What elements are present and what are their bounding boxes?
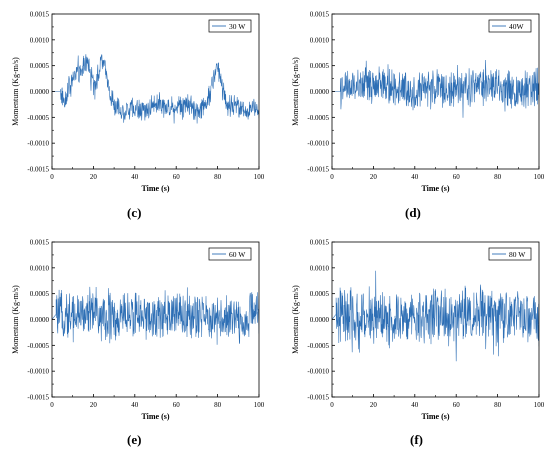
y-tick-label-0-3: 0.0000 <box>30 88 50 96</box>
chart-panel-2: 0 20 40 60 80 100 0.0015 0.0010 0.0005 0.0000 -0.0… <box>11 239 265 422</box>
x-tick-label-0-1: 20 <box>90 173 98 181</box>
x-tick-label-2-4: 80 <box>214 401 222 409</box>
legend-label-3: 80 W <box>509 250 526 259</box>
x-tick-label-1-5: 100 <box>534 173 545 181</box>
x-tick-label-2-5: 100 <box>254 401 265 409</box>
panel-label-c: (c) <box>127 205 142 220</box>
y-tick-label-1-2: 0.0005 <box>310 62 330 70</box>
y-tick-label-2-3: 0.0000 <box>30 316 50 324</box>
x-tick-label-0-2: 40 <box>131 173 139 181</box>
x-tick-label-1-0: 0 <box>330 173 334 181</box>
y-tick-label-2-1: 0.0010 <box>30 264 50 272</box>
x-tick-label-1-2: 40 <box>411 173 419 181</box>
y-tick-label-3-6: -0.0015 <box>307 394 329 402</box>
x-tick-label-2-1: 20 <box>90 401 98 409</box>
y-tick-label-0-2: 0.0005 <box>30 62 50 70</box>
y-axis-label-0: Momentum (Kg-m/s) <box>11 57 20 126</box>
chart-panel-3: 0 20 40 60 80 100 0.0015 0.0010 0.0005 0.0000 -0.0… <box>291 239 545 422</box>
series-line-2-0 <box>52 286 259 345</box>
x-tick-label-0-5: 100 <box>254 173 265 181</box>
x-tick-label-2-2: 40 <box>131 401 139 409</box>
x-tick-label-2-3: 60 <box>173 401 181 409</box>
legend-label-0: 30 W <box>229 22 246 31</box>
y-tick-label-2-2: 0.0005 <box>30 290 50 298</box>
y-axis-label-1: Momentum (Kg-m/s) <box>291 57 300 126</box>
x-tick-label-0-0: 0 <box>50 173 54 181</box>
y-tick-label-1-5: -0.0010 <box>307 140 329 148</box>
y-tick-label-2-4: -0.0005 <box>27 342 49 350</box>
series-line-3-0 <box>332 270 539 362</box>
y-tick-label-1-0: 0.0015 <box>310 11 330 19</box>
x-tick-label-3-4: 80 <box>494 401 502 409</box>
y-tick-label-1-1: 0.0010 <box>310 36 330 44</box>
x-axis-label-2: Time (s) <box>141 412 169 421</box>
y-tick-label-2-0: 0.0015 <box>30 239 50 247</box>
y-tick-label-0-0: 0.0015 <box>30 11 50 19</box>
x-tick-label-3-1: 20 <box>370 401 378 409</box>
x-tick-label-3-0: 0 <box>330 401 334 409</box>
plot-frame-3 <box>331 241 540 398</box>
y-tick-label-0-1: 0.0010 <box>30 36 50 44</box>
legend-box-0 <box>208 19 252 33</box>
legend-box-3 <box>488 247 532 261</box>
panel-label-d: (d) <box>405 205 421 220</box>
y-tick-label-0-4: -0.0005 <box>27 114 49 122</box>
panel-label-e: (e) <box>127 432 142 447</box>
x-tick-label-0-3: 60 <box>173 173 181 181</box>
y-tick-label-1-4: -0.0005 <box>307 114 329 122</box>
chart-panel-0: 0 20 40 60 80 100 0.0015 0.0010 0.0005 0.0000 -0.0… <box>11 11 265 194</box>
y-tick-label-1-6: -0.0015 <box>307 166 329 174</box>
chart-panel-1: 0 20 40 60 80 100 0.0015 0.0010 0.0005 0.0000 -0.0… <box>291 11 545 194</box>
x-tick-label-3-5: 100 <box>534 401 545 409</box>
x-axis-label-1: Time (s) <box>421 184 449 193</box>
x-axis-label-0: Time (s) <box>141 184 169 193</box>
x-axis-label-3: Time (s) <box>421 412 449 421</box>
x-tick-label-1-4: 80 <box>494 173 502 181</box>
legend-label-2: 60 W <box>229 250 246 259</box>
x-tick-label-1-3: 60 <box>453 173 461 181</box>
y-tick-label-3-1: 0.0010 <box>310 264 330 272</box>
series-line-0-0 <box>52 54 259 124</box>
x-tick-label-3-3: 60 <box>453 401 461 409</box>
y-tick-label-1-3: 0.0000 <box>310 88 330 96</box>
x-tick-label-0-4: 80 <box>214 173 222 181</box>
x-tick-label-2-0: 0 <box>50 401 54 409</box>
y-axis-label-2: Momentum (Kg-m/s) <box>11 285 20 354</box>
plot-frame-0 <box>51 13 260 170</box>
y-tick-label-0-6: -0.0015 <box>27 166 49 174</box>
panel-label-f: (f) <box>410 432 423 447</box>
legend-box-2 <box>208 247 252 261</box>
x-tick-label-1-1: 20 <box>370 173 378 181</box>
y-tick-label-3-3: 0.0000 <box>310 316 330 324</box>
y-tick-label-2-5: -0.0010 <box>27 368 49 376</box>
x-tick-label-3-2: 40 <box>411 401 419 409</box>
y-tick-label-3-2: 0.0005 <box>310 290 330 298</box>
y-tick-label-0-5: -0.0010 <box>27 140 49 148</box>
legend-label-1: 40W <box>509 22 525 31</box>
series-line-1-0 <box>332 59 539 118</box>
y-tick-label-3-0: 0.0015 <box>310 239 330 247</box>
legend-box-1 <box>488 19 532 33</box>
y-axis-label-3: Momentum (Kg-m/s) <box>291 285 300 354</box>
y-tick-label-2-6: -0.0015 <box>27 394 49 402</box>
y-tick-label-3-4: -0.0005 <box>307 342 329 350</box>
y-tick-label-3-5: -0.0010 <box>307 368 329 376</box>
